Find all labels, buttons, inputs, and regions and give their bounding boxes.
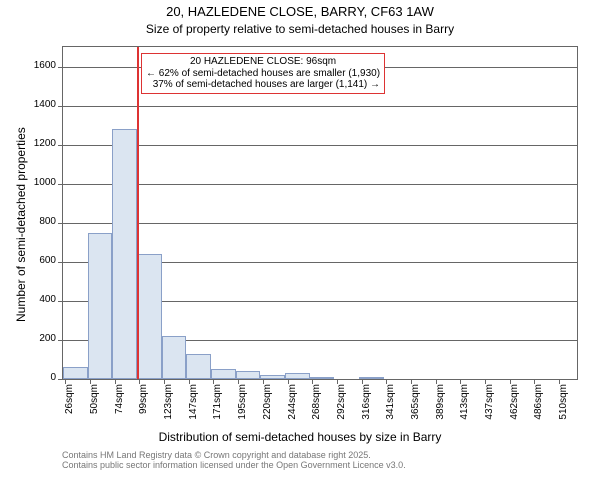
x-tick-label: 195sqm — [237, 384, 248, 426]
annotation-box: 20 HAZLEDENE CLOSE: 96sqm← 62% of semi-d… — [141, 53, 385, 94]
histogram-bar — [211, 369, 236, 379]
gridline — [58, 379, 577, 380]
x-tick-label: 510sqm — [558, 384, 569, 426]
y-tick-label: 600 — [18, 255, 56, 267]
x-tick-label: 389sqm — [435, 384, 446, 426]
footer-text: Contains HM Land Registry data © Crown c… — [62, 450, 406, 470]
histogram-bar — [112, 129, 137, 379]
y-tick-label: 1400 — [18, 99, 56, 111]
histogram-bar — [310, 377, 335, 379]
annotation-line: ← 62% of semi-detached houses are smalle… — [146, 68, 380, 80]
property-marker-line — [137, 47, 139, 379]
x-tick-label: 365sqm — [410, 384, 421, 426]
histogram-bar — [359, 377, 384, 379]
x-tick-label: 50sqm — [89, 384, 100, 426]
histogram-bar — [88, 233, 113, 379]
x-tick-label: 437sqm — [484, 384, 495, 426]
plot-area: 20 HAZLEDENE CLOSE: 96sqm← 62% of semi-d… — [62, 46, 578, 380]
x-tick-label: 486sqm — [533, 384, 544, 426]
x-tick-label: 462sqm — [509, 384, 520, 426]
chart-title: 20, HAZLEDENE CLOSE, BARRY, CF63 1AW — [0, 4, 600, 19]
y-tick-label: 400 — [18, 294, 56, 306]
x-tick-label: 244sqm — [287, 384, 298, 426]
x-tick-label: 220sqm — [262, 384, 273, 426]
gridline — [58, 106, 577, 107]
y-tick-label: 1000 — [18, 177, 56, 189]
histogram-bar — [285, 373, 310, 379]
x-axis-label: Distribution of semi-detached houses by … — [0, 430, 600, 444]
chart-container: { "title_main": "20, HAZLEDENE CLOSE, BA… — [0, 0, 600, 500]
x-tick-label: 268sqm — [311, 384, 322, 426]
histogram-bar — [236, 371, 261, 379]
histogram-bar — [186, 354, 211, 379]
histogram-bar — [260, 375, 285, 379]
x-tick-label: 341sqm — [385, 384, 396, 426]
x-tick-label: 147sqm — [188, 384, 199, 426]
x-tick-label: 171sqm — [212, 384, 223, 426]
y-tick-label: 0 — [18, 372, 56, 384]
annotation-line: 20 HAZLEDENE CLOSE: 96sqm — [146, 56, 380, 68]
x-tick-label: 99sqm — [138, 384, 149, 426]
x-tick-label: 292sqm — [336, 384, 347, 426]
chart-subtitle: Size of property relative to semi-detach… — [0, 22, 600, 36]
y-tick-label: 200 — [18, 333, 56, 345]
histogram-bar — [137, 254, 162, 379]
x-tick-label: 413sqm — [459, 384, 470, 426]
y-tick-label: 1600 — [18, 60, 56, 72]
histogram-bar — [63, 367, 88, 379]
x-tick-label: 316sqm — [361, 384, 372, 426]
x-tick-label: 123sqm — [163, 384, 174, 426]
x-tick-label: 26sqm — [64, 384, 75, 426]
annotation-line: 37% of semi-detached houses are larger (… — [146, 79, 380, 91]
x-tick-label: 74sqm — [114, 384, 125, 426]
y-tick-label: 1200 — [18, 138, 56, 150]
histogram-bar — [162, 336, 187, 379]
y-tick-label: 800 — [18, 216, 56, 228]
